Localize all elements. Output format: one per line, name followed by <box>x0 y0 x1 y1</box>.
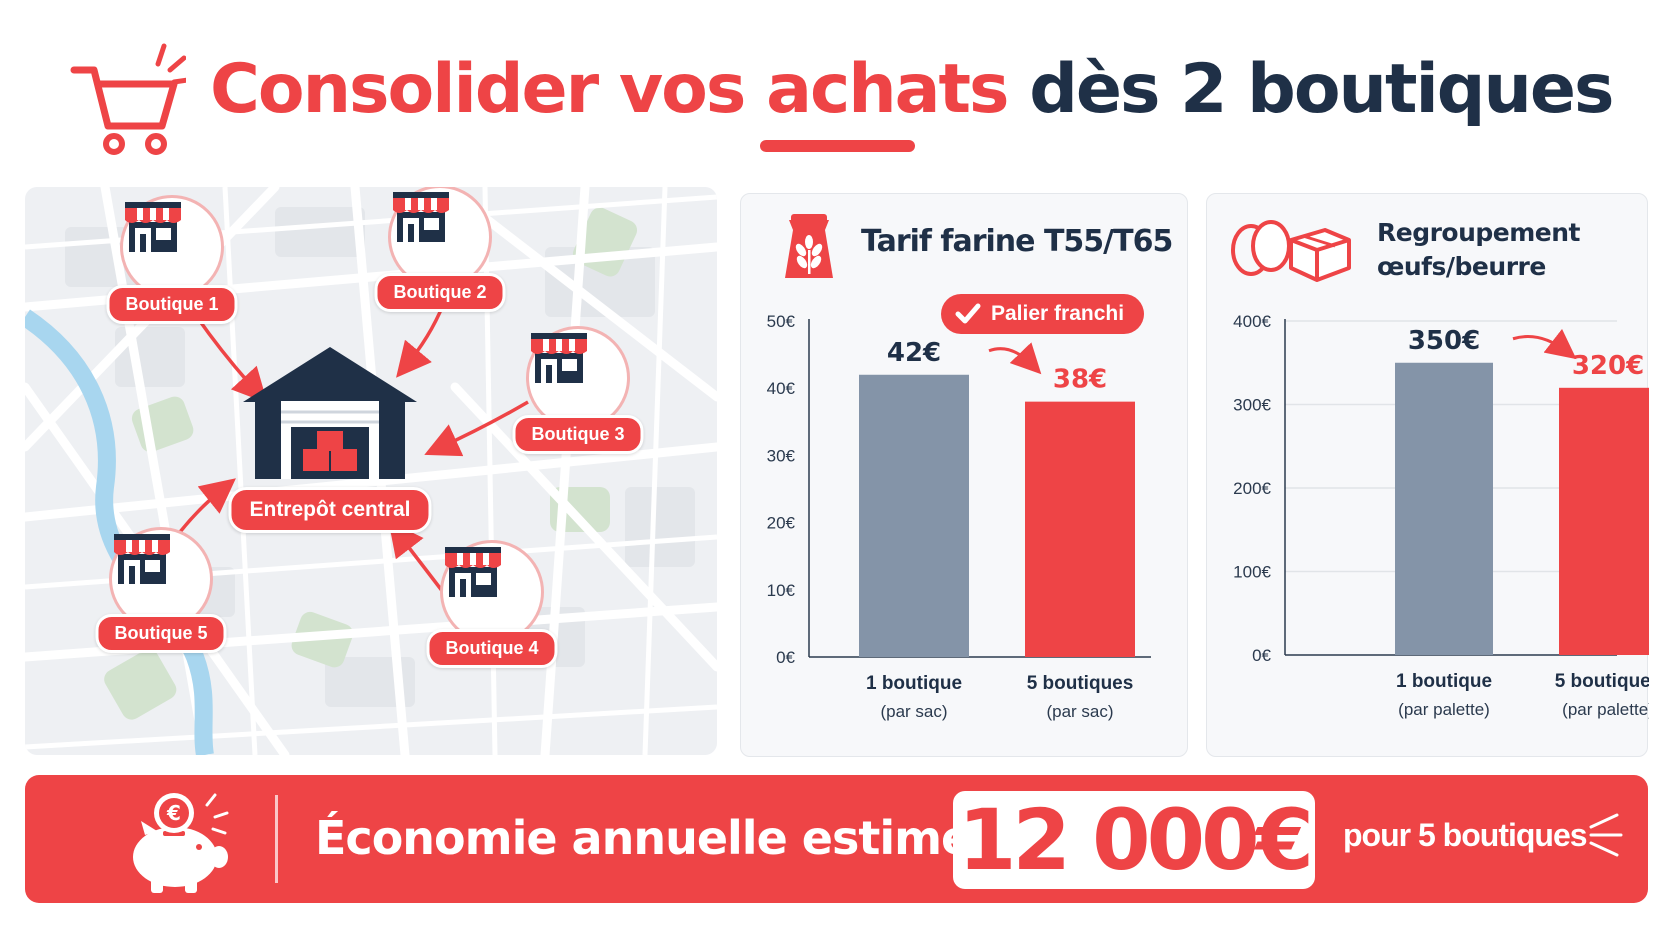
eggs-box-icon <box>1231 220 1351 282</box>
chart-card-flour: Tarif farine T55/T65 Palier franchi 0€ 10… <box>740 193 1188 757</box>
page-title: Consolider vos achats dès 2 boutiques <box>210 50 1614 129</box>
bar-value-label: 38€ <box>1053 365 1107 395</box>
shop-marker-1 <box>120 195 224 299</box>
x-tick-label: 5 boutiques <box>1555 671 1649 692</box>
header: Consolider vos achats dès 2 boutiques <box>60 22 1620 172</box>
y-tick-label: 20€ <box>767 514 796 533</box>
x-tick-note: (par palette) <box>1398 700 1490 719</box>
chart-title: Regroupement œufs/beurre <box>1377 218 1581 281</box>
comparison-arrow <box>1512 328 1577 360</box>
savings-banner: € Économie annuelle estimée : 12 000€ po… <box>25 775 1648 903</box>
shop-marker-3 <box>526 326 630 430</box>
x-tick-label: 5 boutiques <box>1027 673 1134 694</box>
shop-label-4: Boutique 4 <box>426 629 558 668</box>
y-tick-label: 30€ <box>767 446 796 465</box>
bar <box>1559 387 1649 655</box>
sparkle-lines-icon <box>1589 813 1623 857</box>
bar-chart-flour: 0€ 10€ 20€ 30€ 40€ 50€ 42€ 1 boutique (par sac) 3… <box>767 312 1151 721</box>
shop-label-3: Boutique 3 <box>512 415 644 454</box>
title-part-3: dès 2 boutiques <box>1029 50 1614 129</box>
x-tick-label: 1 boutique <box>866 673 962 694</box>
x-tick-note: (par palette) <box>1562 700 1649 719</box>
savings-amount-box: 12 000€ <box>953 791 1315 889</box>
y-tick-label: 200€ <box>1233 479 1271 498</box>
y-tick-label: 400€ <box>1233 312 1271 331</box>
savings-amount: 12 000€ <box>958 791 1314 889</box>
shop-label-2: Boutique 2 <box>374 273 506 312</box>
y-tick-label: 300€ <box>1233 396 1271 415</box>
bar <box>1395 362 1493 655</box>
banner-divider <box>275 795 278 883</box>
shop-label-1: Boutique 1 <box>106 285 238 324</box>
store-icon <box>445 547 501 597</box>
shopping-cart-icon <box>70 43 186 155</box>
threshold-badge-label: Palier franchi <box>991 302 1125 325</box>
savings-note: pour 5 boutiques <box>1343 817 1588 853</box>
svg-text:€: € <box>166 801 181 825</box>
store-icon <box>393 192 449 242</box>
chart-title: Tarif farine T55/T65 <box>861 224 1173 259</box>
savings-label: Économie annuelle estimée : <box>315 811 1035 865</box>
title-underline <box>760 140 915 152</box>
store-icon <box>125 202 181 252</box>
shop-label-5: Boutique 5 <box>95 614 227 653</box>
shop-marker-2 <box>388 187 492 289</box>
store-icon <box>531 333 587 383</box>
title-part-2: achats <box>766 50 1009 129</box>
warehouse-label: Entrepôt central <box>228 487 432 533</box>
y-tick-label: 50€ <box>767 312 796 331</box>
y-tick-label: 0€ <box>1252 646 1271 665</box>
bar <box>859 374 969 657</box>
threshold-badge: Palier franchi <box>941 294 1145 334</box>
piggy-bank-icon: € <box>133 793 229 893</box>
y-tick-label: 0€ <box>776 648 795 667</box>
flour-bag-icon <box>785 214 833 278</box>
bar-chart-eggs-butter: 0€ 100€ 200€ 300€ 400€ 350€ 1 boutique (par pal… <box>1233 312 1649 719</box>
y-tick-label: 40€ <box>767 379 796 398</box>
y-tick-label: 10€ <box>767 581 796 600</box>
chart-card-eggs-butter: Regroupement œufs/beurre 0€ 100€ 200€ 300€ 4… <box>1206 193 1649 757</box>
warehouse-icon <box>243 347 417 479</box>
checkmark-icon <box>955 303 981 324</box>
store-icon <box>114 534 170 584</box>
bar <box>1025 401 1135 657</box>
bar-value-label: 350€ <box>1408 326 1480 356</box>
comparison-arrow <box>988 342 1042 375</box>
bar-value-label: 42€ <box>887 338 941 368</box>
y-tick-label: 100€ <box>1233 563 1271 582</box>
title-part-1: Consolider vos <box>210 50 746 129</box>
bar-value-label: 320€ <box>1572 351 1644 381</box>
x-tick-note: (par sac) <box>1046 702 1113 721</box>
x-tick-label: 1 boutique <box>1396 671 1492 692</box>
map-panel: Boutique 1 Boutique 2 Boutique 3 <box>25 187 717 755</box>
x-tick-note: (par sac) <box>880 702 947 721</box>
